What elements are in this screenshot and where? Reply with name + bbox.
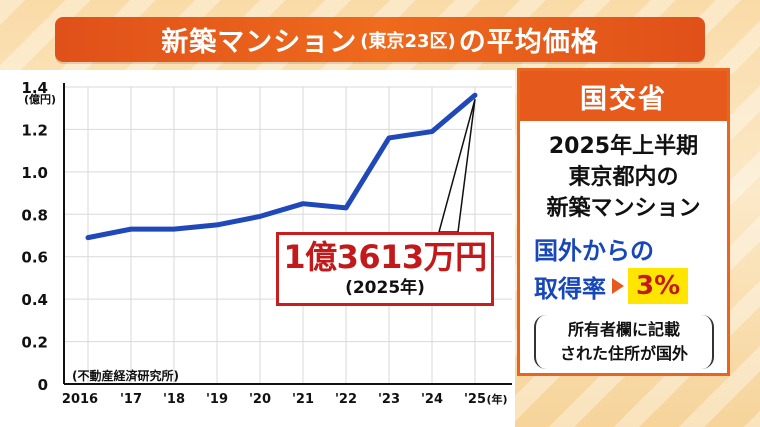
y-tick-label: 0.6 xyxy=(21,249,48,267)
source-note: (不動産経済研究所) xyxy=(72,369,179,383)
rate-label-line1: 国外からの xyxy=(534,237,654,265)
series-line xyxy=(85,92,478,241)
side-panel: 国交省 2025年上半期 東京都内の 新築マンション 国外からの 取得率 3% … xyxy=(517,68,730,376)
x-unit-label: (年) xyxy=(486,392,507,406)
x-tick-label: '22 xyxy=(335,392,357,407)
side-panel-header: 国交省 xyxy=(520,71,727,121)
x-tick-label: '19 xyxy=(206,392,228,407)
note-box: 所有者欄に記載 された住所が国外 xyxy=(534,315,714,369)
x-tick-label: 2016 xyxy=(62,392,98,407)
x-tick-label: '24 xyxy=(421,392,443,407)
callout-amount: 1億3613万円 xyxy=(283,238,487,276)
title-region: (東京23区) xyxy=(360,30,456,52)
side-line-area: 東京都内の xyxy=(568,165,679,190)
callout-year: (2025年) xyxy=(345,278,425,298)
title-main-suffix: の平均価格 xyxy=(458,27,599,58)
price-callout: 1億3613万円 (2025年) xyxy=(276,232,494,306)
y-unit-label: (億円) xyxy=(24,92,56,106)
y-tick-label: 1.4 xyxy=(21,79,48,97)
y-tick-label: 0 xyxy=(38,376,48,394)
note-line2: された住所が国外 xyxy=(559,344,688,363)
x-tick-label: '23 xyxy=(378,392,400,407)
note-line1: 所有者欄に記載 xyxy=(567,320,680,339)
rate-value-badge: 3% xyxy=(628,268,689,304)
rate-label-line2: 取得率 xyxy=(534,274,606,303)
y-tick-label: 0.4 xyxy=(21,291,48,309)
title-banner: 新築マンション (東京23区) の平均価格 xyxy=(55,17,705,62)
x-tick-label: '21 xyxy=(292,392,314,407)
y-tick-label: 0.2 xyxy=(21,334,48,352)
y-tick-label: 0.8 xyxy=(21,206,48,224)
rate-row: 取得率 3% xyxy=(534,268,689,304)
x-tick-label: '20 xyxy=(249,392,271,407)
side-line-period: 2025年上半期 xyxy=(548,134,699,159)
x-tick-label: '25 xyxy=(464,392,486,407)
y-tick-label: 1.2 xyxy=(21,121,48,139)
x-tick-label: '18 xyxy=(163,392,185,407)
x-tick-label: '17 xyxy=(120,392,142,407)
title-main-prefix: 新築マンション xyxy=(161,27,358,58)
y-tick-label: 1.0 xyxy=(21,164,48,182)
triangle-right-icon xyxy=(612,278,624,294)
side-line-subject: 新築マンション xyxy=(546,196,701,221)
